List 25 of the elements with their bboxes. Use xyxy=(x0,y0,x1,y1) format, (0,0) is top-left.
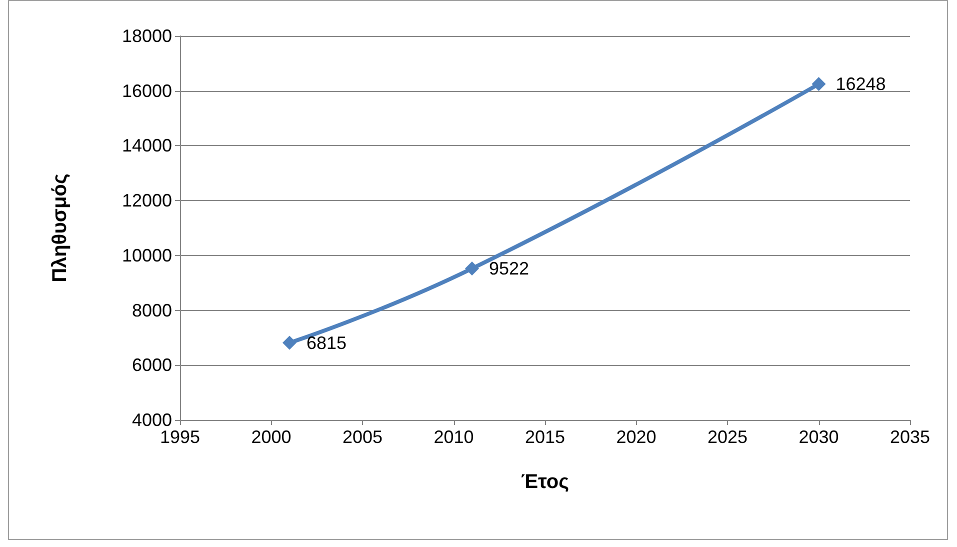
x-tick-label: 2030 xyxy=(798,427,839,447)
data-label: 16248 xyxy=(836,74,886,94)
point xyxy=(282,336,296,350)
y-tick-label: 12000 xyxy=(122,190,172,211)
x-tick-label: 2015 xyxy=(524,427,566,447)
data-label: 6815 xyxy=(306,332,347,353)
y-tick-label: 14000 xyxy=(122,136,172,156)
x-tick-label: 2025 xyxy=(707,427,748,447)
x-axis-title: Έτος xyxy=(520,471,570,493)
y-axis-title: Πληθυσμός xyxy=(49,174,71,282)
x-tick-label: 2010 xyxy=(434,427,474,447)
x-tick-label: 2000 xyxy=(251,427,292,447)
x-tick-label: 2005 xyxy=(342,427,383,447)
y-tick-label: 8000 xyxy=(132,300,172,320)
x-tick-label: 2035 xyxy=(890,427,930,447)
point xyxy=(465,262,479,276)
y-tick-label: 18000 xyxy=(122,26,172,46)
data-label: 9522 xyxy=(489,258,530,279)
x-tick-label: 2020 xyxy=(616,427,656,447)
y-tick-label: 4000 xyxy=(132,410,172,430)
y-tick-label: 16000 xyxy=(122,80,172,101)
point xyxy=(812,77,826,92)
x-tick-label: 1995 xyxy=(160,427,200,447)
y-tick-label: 6000 xyxy=(132,355,172,376)
y-tick-label: 10000 xyxy=(122,245,172,266)
